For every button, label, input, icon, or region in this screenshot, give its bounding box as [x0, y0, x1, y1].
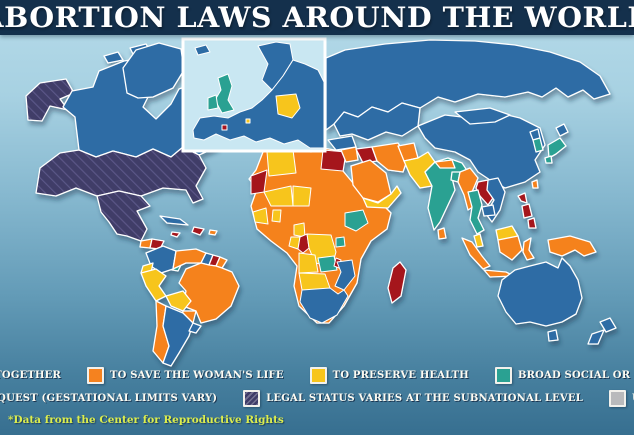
region-indonesia-sumatra: [461, 237, 491, 270]
legend-label: PROHIBITED ALTOGETHER: [0, 370, 62, 381]
region-andorra: [221, 124, 228, 131]
subnational-swatch-icon: [243, 390, 261, 407]
region-cameroon: [293, 222, 306, 238]
footnote: *Data from the Center for Reproductive R…: [8, 414, 284, 426]
region-brazil: [178, 262, 240, 324]
region-nz-north: [599, 317, 617, 333]
region-india: [424, 157, 469, 231]
region-uruguay: [188, 322, 202, 334]
region-zambia: [317, 255, 338, 273]
region-ireland: [207, 94, 219, 111]
region-japan-honshu: [547, 137, 567, 159]
region-uganda-rwanda: [335, 236, 346, 248]
legend-item-prohibited: PROHIBITED ALTOGETHER: [0, 367, 61, 384]
region-south-africa: [299, 287, 349, 324]
title-bar: ABORTION LAWS AROUND THE WORLD: [0, 0, 634, 35]
region-egypt: [320, 149, 347, 172]
region-syria-jordan: [340, 146, 359, 163]
region-jamaica: [170, 231, 181, 238]
region-mongolia: [454, 107, 511, 125]
region-puerto-rico: [208, 229, 218, 236]
region-mexico: [96, 190, 151, 242]
legend-item-on-request: ON REQUEST (GESTATIONAL LIMITS VARY): [0, 390, 217, 407]
region-iceland: [194, 44, 211, 56]
region-tasmania: [547, 329, 559, 342]
region-philippines-north: [517, 192, 528, 204]
region-alaska: [25, 78, 75, 122]
region-taiwan: [531, 179, 539, 189]
legend-item-preserve-health: TO PRESERVE HEALTH: [309, 367, 469, 384]
region-nz-south: [587, 329, 605, 345]
legend-label: ON REQUEST (GESTATIONAL LIMITS VARY): [0, 393, 218, 404]
region-hispaniola: [191, 226, 205, 236]
region-sri-lanka: [437, 227, 447, 240]
legend-item-subnational: LEGAL STATUS VARIES AT THE SUBNATIONAL L…: [243, 390, 583, 407]
region-madagascar: [387, 261, 407, 304]
region-central-asia: [333, 102, 421, 141]
broad-ground-swatch-icon: [494, 367, 512, 384]
legend-row-1: PROHIBITED ALTOGETHER TO SAVE THE WOMAN'…: [0, 367, 634, 384]
region-argentina: [162, 305, 194, 367]
region-new-guinea: [547, 235, 597, 257]
region-sulawesi: [522, 237, 535, 261]
region-nepal: [434, 159, 456, 169]
region-congo: [297, 233, 310, 254]
legend-label: TO PRESERVE HEALTH: [332, 370, 469, 381]
region-cambodia: [481, 204, 496, 217]
region-uk: [214, 73, 235, 114]
unknown-swatch-icon: [608, 390, 626, 407]
region-poland: [275, 93, 301, 119]
preserve-health-swatch-icon: [309, 367, 327, 384]
region-australia: [497, 257, 583, 327]
legend-row-2: ON REQUEST (GESTATIONAL LIMITS VARY) LEG…: [0, 390, 634, 407]
region-japan-kyushu: [544, 155, 553, 164]
region-indonesia-borneo: [497, 235, 523, 261]
region-south-korea: [532, 137, 544, 153]
region-bolivia: [165, 290, 192, 312]
legend-label: LEGAL STATUS VARIES AT THE SUBNATIONAL L…: [266, 393, 583, 404]
region-ethiopia: [344, 209, 369, 232]
region-philippines-mid: [521, 203, 533, 219]
legend-label: UNKNOWN: [632, 393, 634, 404]
region-benin: [271, 209, 282, 223]
region-philippines-south: [527, 217, 537, 229]
save-life-swatch-icon: [87, 367, 105, 384]
region-angola: [298, 252, 319, 274]
region-niger: [292, 185, 312, 207]
legend-item-unknown: UNKNOWN: [608, 390, 634, 407]
region-thailand: [467, 189, 485, 235]
region-yemen-oman: [362, 185, 402, 209]
region-malaysia-peninsula: [473, 233, 484, 248]
region-liechtenstein: [245, 118, 251, 124]
legend-item-broad-ground: BROAD SOCIAL OR ECONOMIC GROUND: [494, 367, 634, 384]
region-ivory-coast: [252, 207, 269, 225]
region-algeria: [266, 149, 297, 177]
europe-inset: [181, 37, 327, 153]
legend-item-save-life: TO SAVE THE WOMAN'S LIFE: [87, 367, 284, 384]
page-title: ABORTION LAWS AROUND THE WORLD: [0, 1, 634, 34]
legend-label: BROAD SOCIAL OR ECONOMIC GROUND: [517, 370, 634, 381]
region-japan-hokkaido: [555, 123, 569, 137]
legend-label: TO SAVE THE WOMAN'S LIFE: [110, 370, 284, 381]
region-cuba: [159, 215, 189, 226]
region-peru: [140, 268, 167, 302]
